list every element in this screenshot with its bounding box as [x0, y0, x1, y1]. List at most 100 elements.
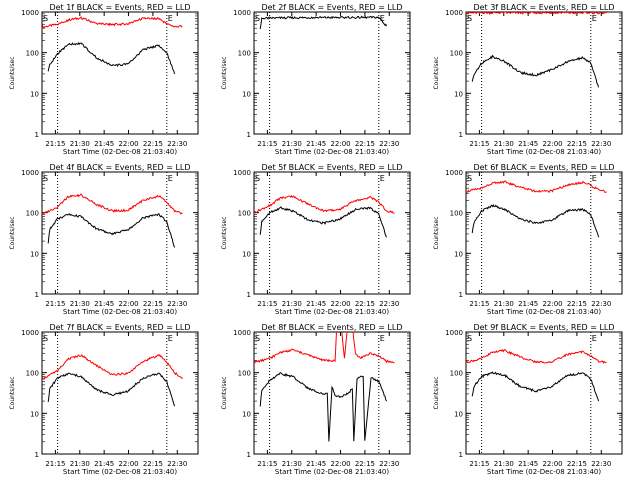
- x-tick-label: 21:45: [306, 300, 326, 308]
- end-marker: E: [380, 174, 385, 183]
- panel-title: Det 1f BLACK = Events, RED = LLD: [49, 3, 190, 12]
- y-tick-label: 1: [247, 291, 251, 299]
- y-tick-label: 1000: [233, 9, 251, 17]
- series-events-black: [47, 213, 176, 248]
- y-tick-label: 10: [30, 410, 39, 418]
- x-tick-label: 21:15: [257, 140, 277, 148]
- series-events-black: [259, 371, 388, 442]
- y-tick-label: 1: [35, 131, 39, 139]
- x-tick-label: 21:15: [257, 300, 277, 308]
- x-tick-label: 22:15: [143, 140, 163, 148]
- x-tick-label: 22:30: [591, 300, 611, 308]
- panel-title: Det 7f BLACK = Events, RED = LLD: [49, 323, 190, 332]
- y-tick-label: 1: [35, 451, 39, 459]
- panel-title: Det 2f BLACK = Events, RED = LLD: [261, 3, 402, 12]
- x-tick-label: 21:30: [494, 300, 514, 308]
- x-tick-label: 22:15: [143, 460, 163, 468]
- series-lld-red: [466, 348, 607, 365]
- panel-title: Det 5f BLACK = Events, RED = LLD: [261, 163, 402, 172]
- y-tick-label: 10: [454, 90, 463, 98]
- start-marker: S: [255, 174, 260, 183]
- x-tick-label: 22:30: [591, 140, 611, 148]
- x-tick-label: 21:45: [94, 460, 114, 468]
- x-tick-label: 21:15: [45, 140, 65, 148]
- panel-det-2: Det 2f BLACK = Events, RED = LLD 1 10 100 10…: [221, 3, 411, 156]
- x-tick-label: 21:30: [70, 140, 90, 148]
- x-tick-label: 22:00: [542, 300, 562, 308]
- x-tick-label: 22:30: [591, 460, 611, 468]
- end-marker: E: [168, 174, 173, 183]
- y-tick-label: 100: [26, 50, 39, 58]
- y-tick-label: 1: [247, 131, 251, 139]
- panel-title: Det 9f BLACK = Events, RED = LLD: [473, 323, 614, 332]
- y-tick-label: 1000: [21, 329, 39, 337]
- start-marker: S: [43, 14, 48, 23]
- x-tick-label: 21:30: [494, 140, 514, 148]
- panel-title: Det 8f BLACK = Events, RED = LLD: [261, 323, 402, 332]
- x-axis-label: Start Time (02-Dec-08 21:03:40): [63, 308, 177, 316]
- y-tick-label: 100: [26, 210, 39, 218]
- x-tick-label: 21:15: [257, 460, 277, 468]
- panel-det-3: Det 3f BLACK = Events, RED = LLD 1 10 100 10…: [433, 3, 623, 156]
- end-marker: E: [592, 334, 597, 343]
- x-tick-label: 21:30: [494, 460, 514, 468]
- y-axis-label: Counts/sec: [433, 56, 440, 89]
- series-events-black: [259, 206, 388, 238]
- start-marker: S: [467, 334, 472, 343]
- y-axis-label: Counts/sec: [221, 376, 228, 409]
- plot-frame: [41, 11, 199, 135]
- series-lld-red: [254, 194, 395, 214]
- x-tick-label: 22:15: [355, 460, 375, 468]
- x-tick-label: 21:45: [306, 140, 326, 148]
- y-tick-label: 100: [450, 50, 463, 58]
- x-tick-label: 22:15: [355, 300, 375, 308]
- y-tick-label: 1: [247, 451, 251, 459]
- start-marker: S: [43, 174, 48, 183]
- y-tick-label: 1000: [233, 169, 251, 177]
- series-events-black: [259, 15, 388, 30]
- x-axis-label: Start Time (02-Dec-08 21:03:40): [63, 148, 177, 156]
- x-tick-label: 21:45: [518, 300, 538, 308]
- series-lld-red: [42, 16, 183, 29]
- series-lld-red: [466, 180, 607, 193]
- panel-title: Det 3f BLACK = Events, RED = LLD: [473, 3, 614, 12]
- x-axis-label: Start Time (02-Dec-08 21:03:40): [487, 308, 601, 316]
- end-marker: E: [592, 174, 597, 183]
- x-tick-label: 22:30: [379, 300, 399, 308]
- y-tick-label: 1000: [21, 9, 39, 17]
- x-tick-label: 21:30: [70, 300, 90, 308]
- plot-frame: [253, 171, 411, 295]
- y-tick-label: 10: [454, 250, 463, 258]
- x-tick-label: 22:00: [118, 460, 138, 468]
- plot-frame: [41, 331, 199, 455]
- x-axis-label: Start Time (02-Dec-08 21:03:40): [487, 148, 601, 156]
- x-tick-label: 22:00: [330, 460, 350, 468]
- plot-frame: [465, 171, 623, 295]
- x-tick-label: 22:00: [118, 300, 138, 308]
- series-events-black: [47, 41, 176, 75]
- x-tick-label: 21:15: [45, 460, 65, 468]
- x-tick-label: 22:30: [167, 300, 187, 308]
- x-tick-label: 21:30: [282, 140, 302, 148]
- panel-title: Det 6f BLACK = Events, RED = LLD: [473, 163, 614, 172]
- y-tick-label: 10: [30, 90, 39, 98]
- end-marker: E: [168, 14, 173, 23]
- y-tick-label: 100: [238, 210, 251, 218]
- plot-frame: [465, 331, 623, 455]
- y-tick-label: 1: [459, 131, 463, 139]
- x-tick-label: 21:15: [45, 300, 65, 308]
- x-axis-label: Start Time (02-Dec-08 21:03:40): [487, 468, 601, 476]
- y-axis-label: Counts/sec: [433, 376, 440, 409]
- series-events-black: [471, 54, 600, 88]
- x-tick-label: 22:00: [330, 140, 350, 148]
- y-tick-label: 1: [459, 451, 463, 459]
- y-axis-label: Counts/sec: [433, 216, 440, 249]
- x-tick-label: 22:00: [118, 140, 138, 148]
- series-lld-red: [254, 332, 395, 364]
- x-tick-label: 22:00: [542, 460, 562, 468]
- series-events-black: [471, 203, 600, 238]
- x-tick-label: 22:30: [379, 460, 399, 468]
- y-tick-label: 1000: [445, 329, 463, 337]
- y-tick-label: 100: [450, 210, 463, 218]
- y-tick-label: 10: [242, 250, 251, 258]
